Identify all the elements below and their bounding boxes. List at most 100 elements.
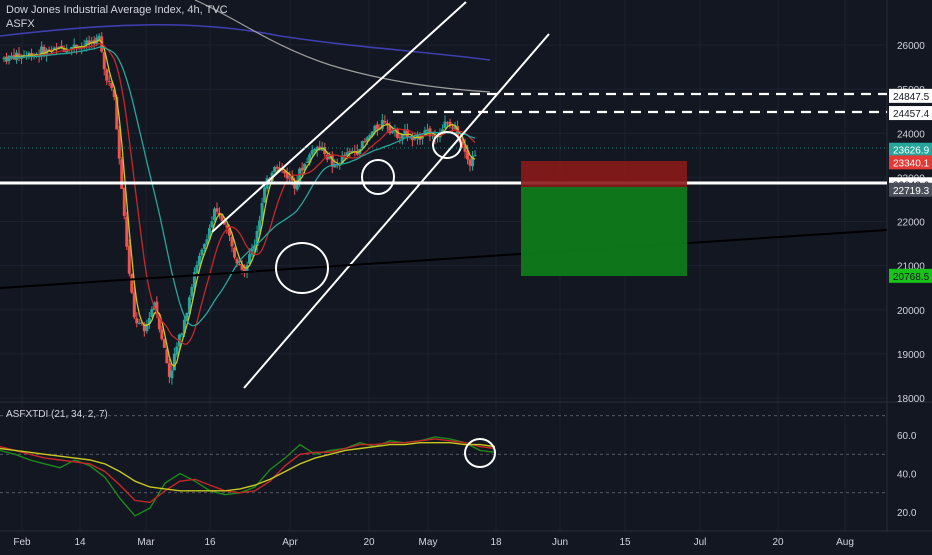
candle-body xyxy=(283,170,287,174)
candle-body xyxy=(328,156,332,159)
price-tick-label: 18000 xyxy=(897,394,925,405)
time-tick-label: 20 xyxy=(772,537,784,548)
candle-body xyxy=(473,155,477,157)
ma-blue-line xyxy=(0,23,491,61)
price-label-box xyxy=(889,268,932,283)
candle-body xyxy=(233,247,237,258)
candle-body xyxy=(17,53,21,59)
candle-body xyxy=(368,134,372,139)
candle-body xyxy=(263,187,267,203)
timeframe-label: 4h xyxy=(187,4,200,16)
candle-body xyxy=(325,154,329,160)
candle-body xyxy=(238,264,242,266)
candle-body xyxy=(125,216,129,247)
candle-body xyxy=(260,203,264,221)
candle-body xyxy=(202,243,206,249)
candle-body xyxy=(167,363,171,377)
indicator-label: ASFX xyxy=(6,18,35,30)
candle-body xyxy=(50,50,54,52)
candle-body xyxy=(195,264,199,273)
stop-loss-zone xyxy=(521,161,687,187)
candle-body xyxy=(275,166,279,169)
oscillator-label: ASFXTDI (21, 34, 2, 7) xyxy=(6,409,108,420)
candle-body xyxy=(52,47,56,50)
candle-body xyxy=(308,154,312,163)
time-tick-label: 16 xyxy=(204,537,216,548)
candle-body xyxy=(42,46,46,57)
ma-fast-line xyxy=(3,38,476,367)
candle-body xyxy=(425,129,429,132)
candle-body xyxy=(258,220,262,232)
candle-body xyxy=(278,167,282,169)
candle-body xyxy=(127,245,131,274)
price-tick-label: 24000 xyxy=(897,129,925,140)
candle-body xyxy=(75,44,79,49)
candle-body xyxy=(137,322,141,324)
price-label-target: 20768.5 xyxy=(893,272,930,283)
candle-body xyxy=(12,54,16,60)
candle-body xyxy=(340,155,344,164)
candle-body xyxy=(410,135,414,141)
candle-body xyxy=(463,144,467,152)
osc-red-line xyxy=(0,438,496,504)
circle-annotation-3 xyxy=(432,131,462,159)
candle-body xyxy=(388,125,392,134)
candle-body xyxy=(142,324,146,332)
candle-body xyxy=(441,129,444,133)
price-label-stop: 23340.1 xyxy=(893,158,930,169)
candle-body xyxy=(456,126,460,138)
candle-body xyxy=(466,150,470,160)
candle-body xyxy=(298,168,302,182)
candle-body xyxy=(375,124,379,130)
price-label-level: 24847.5 xyxy=(893,92,930,103)
candle-body xyxy=(330,155,334,167)
candle-body xyxy=(10,56,14,58)
candle-body xyxy=(220,214,224,221)
candle-body xyxy=(240,264,244,270)
candle-body xyxy=(360,141,364,149)
time-tick-label: May xyxy=(419,537,438,548)
candle-body xyxy=(305,161,309,163)
time-tick-label: Jul xyxy=(694,537,707,548)
time-tick-label: Apr xyxy=(282,537,298,548)
price-label-level: 24457.4 xyxy=(893,109,930,120)
osc-tick-label: 40.0 xyxy=(897,470,917,481)
candle-body xyxy=(200,249,204,256)
candle-body xyxy=(87,40,91,44)
candle-body xyxy=(390,130,394,133)
price-label-box xyxy=(889,106,932,121)
candle-body xyxy=(70,46,74,51)
time-tick-label: 18 xyxy=(490,537,502,548)
candle-body xyxy=(40,46,44,56)
candle-body xyxy=(150,309,154,318)
candle-body xyxy=(115,97,119,130)
candle-body xyxy=(370,131,374,136)
candle-body xyxy=(333,164,337,168)
candle-body xyxy=(235,258,239,264)
candle-body xyxy=(285,172,289,179)
candle-body xyxy=(155,301,159,315)
candle-body xyxy=(65,49,69,53)
price-label-box xyxy=(889,88,932,103)
candle-body xyxy=(243,268,247,273)
candle-body xyxy=(471,156,475,167)
candle-body xyxy=(310,150,314,155)
candle-body xyxy=(165,349,169,364)
candle-body xyxy=(175,346,179,355)
candle-body xyxy=(147,318,151,325)
candle-body xyxy=(112,89,116,98)
candle-body xyxy=(403,129,407,135)
candle-body xyxy=(170,370,174,379)
price-label-box xyxy=(889,182,932,197)
candle-body xyxy=(223,220,227,225)
candle-body xyxy=(130,273,134,293)
osc-tick-label: 20.0 xyxy=(897,508,917,519)
candle-body xyxy=(443,121,447,129)
candle-body xyxy=(172,353,176,371)
candle-body xyxy=(117,129,121,159)
candle-body xyxy=(145,323,149,332)
candle-body xyxy=(461,141,465,145)
candle-body xyxy=(313,149,317,152)
candle-body xyxy=(468,159,472,166)
